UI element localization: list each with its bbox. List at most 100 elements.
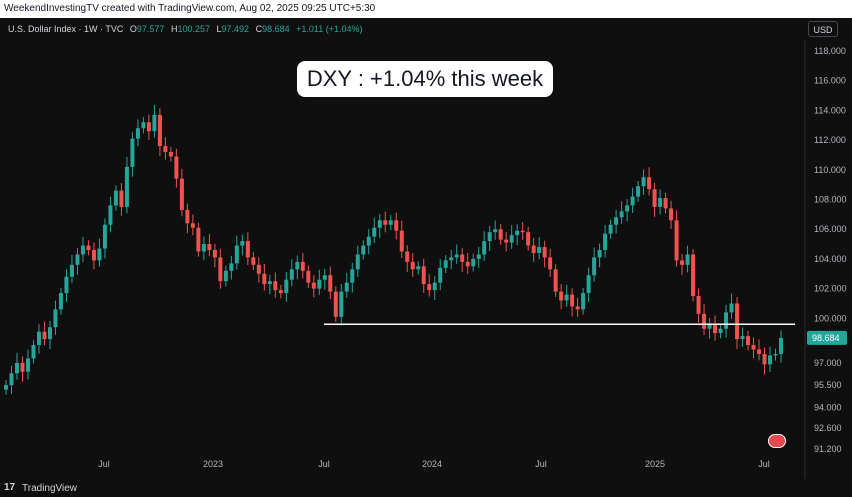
candle-body (377, 220, 382, 228)
y-tick-label: 102.000 (814, 284, 847, 294)
price-chart[interactable]: 118.000 116.000 114.000 112.000 110.000 108.0… (0, 40, 852, 480)
candle-body (410, 261, 415, 270)
tradingview-brand: TradingView (22, 483, 78, 494)
candle-body (707, 324, 712, 329)
candle-body (9, 373, 14, 386)
y-tick-label: 112.000 (814, 135, 846, 145)
y-tick-label: 91.200 (814, 444, 842, 454)
candle-body (559, 291, 564, 301)
candle-body (680, 260, 685, 265)
last-price-label: 98.684 (812, 333, 840, 343)
y-tick-label: 106.000 (814, 224, 847, 234)
candle-body (355, 254, 360, 270)
candle-body (647, 177, 652, 190)
attribution-bar: WeekendInvestingTV created with TradingV… (0, 0, 852, 18)
candle-body (746, 336, 751, 346)
candle-body (751, 345, 756, 350)
candle-body (487, 232, 492, 242)
candle-body (366, 236, 371, 246)
candle-body (168, 151, 173, 157)
candle-body (284, 279, 289, 294)
candle-body (636, 186, 641, 197)
candle-body (333, 291, 338, 317)
candle-body (394, 220, 399, 231)
candle-body (218, 257, 223, 282)
candle-body (537, 247, 542, 253)
candle-body (476, 254, 481, 259)
candle-body (350, 269, 355, 283)
candle-body (586, 275, 591, 294)
candle-body (443, 260, 448, 268)
candle-body (691, 254, 696, 297)
tradingview-logo-icon: 17 (4, 482, 16, 493)
candle-body (135, 128, 140, 139)
candle-body (234, 245, 239, 264)
candle-body (498, 229, 503, 240)
candle-body (152, 114, 157, 132)
candle-body (614, 217, 619, 225)
candle-body (465, 261, 470, 267)
candle-body (91, 250, 96, 261)
candle-body (493, 229, 498, 233)
us-flag-icon[interactable] (768, 434, 786, 448)
candle-body (603, 233, 608, 250)
candle-body (460, 254, 465, 262)
candle-body (102, 224, 107, 249)
candle-body (482, 241, 487, 255)
candle-body (641, 177, 646, 187)
candle-body (663, 198, 668, 209)
candle-body (702, 313, 707, 329)
candle-body (4, 385, 8, 390)
candle-body (619, 211, 624, 218)
last-price-tag (807, 330, 847, 345)
candle-body (124, 166, 129, 207)
y-tick-label: 114.000 (814, 105, 846, 115)
candle-body (713, 324, 718, 334)
x-tick-label: Jul (758, 459, 770, 469)
candle-body (223, 270, 228, 282)
candle-body (267, 281, 272, 285)
chart-area[interactable]: 118.000 116.000 114.000 112.000 110.000 108.0… (0, 40, 852, 480)
candle-body (240, 241, 245, 246)
currency-button[interactable]: USD (808, 21, 838, 37)
candle-body (399, 230, 404, 252)
candle-body (146, 122, 151, 132)
candle-body (58, 293, 63, 310)
candle-body (757, 349, 762, 354)
low-value: 97.492 (221, 24, 250, 34)
candle-body (245, 241, 250, 258)
y-tick-label: 92.600 (814, 423, 842, 433)
candle-body (31, 345, 36, 359)
x-tick-label: Jul (535, 459, 547, 469)
candle-body (295, 261, 300, 270)
candle-body (438, 267, 443, 283)
candle-body (471, 258, 476, 267)
candle-body (75, 254, 80, 265)
candle-body (729, 303, 734, 313)
x-tick-label: Jul (98, 459, 110, 469)
candle-body (289, 269, 294, 280)
y-tick-label: 95.500 (814, 380, 842, 390)
candle-body (768, 355, 773, 365)
candle-body (564, 294, 569, 301)
headline-banner: DXY : +1.04% this week (297, 61, 553, 97)
y-tick-label: 118.000 (814, 46, 846, 56)
candle-body (421, 266, 426, 285)
attribution-text: WeekendInvestingTV created with TradingV… (4, 3, 376, 14)
candle-body (317, 279, 322, 289)
candle-body (509, 235, 514, 243)
candle-body (773, 353, 778, 356)
candle-body (25, 358, 30, 372)
candle-body (322, 275, 327, 280)
candle-body (685, 254, 690, 265)
candle-body (328, 275, 333, 292)
high-label: H (170, 24, 178, 34)
close-value: 98.684 (262, 24, 290, 34)
candle-body (207, 244, 212, 250)
candle-body (262, 273, 267, 285)
low-label: L (216, 24, 222, 34)
y-tick-label: 104.000 (814, 254, 847, 264)
y-tick-label: 116.000 (814, 76, 846, 86)
candle-body (42, 331, 47, 340)
candle-body (306, 270, 311, 283)
